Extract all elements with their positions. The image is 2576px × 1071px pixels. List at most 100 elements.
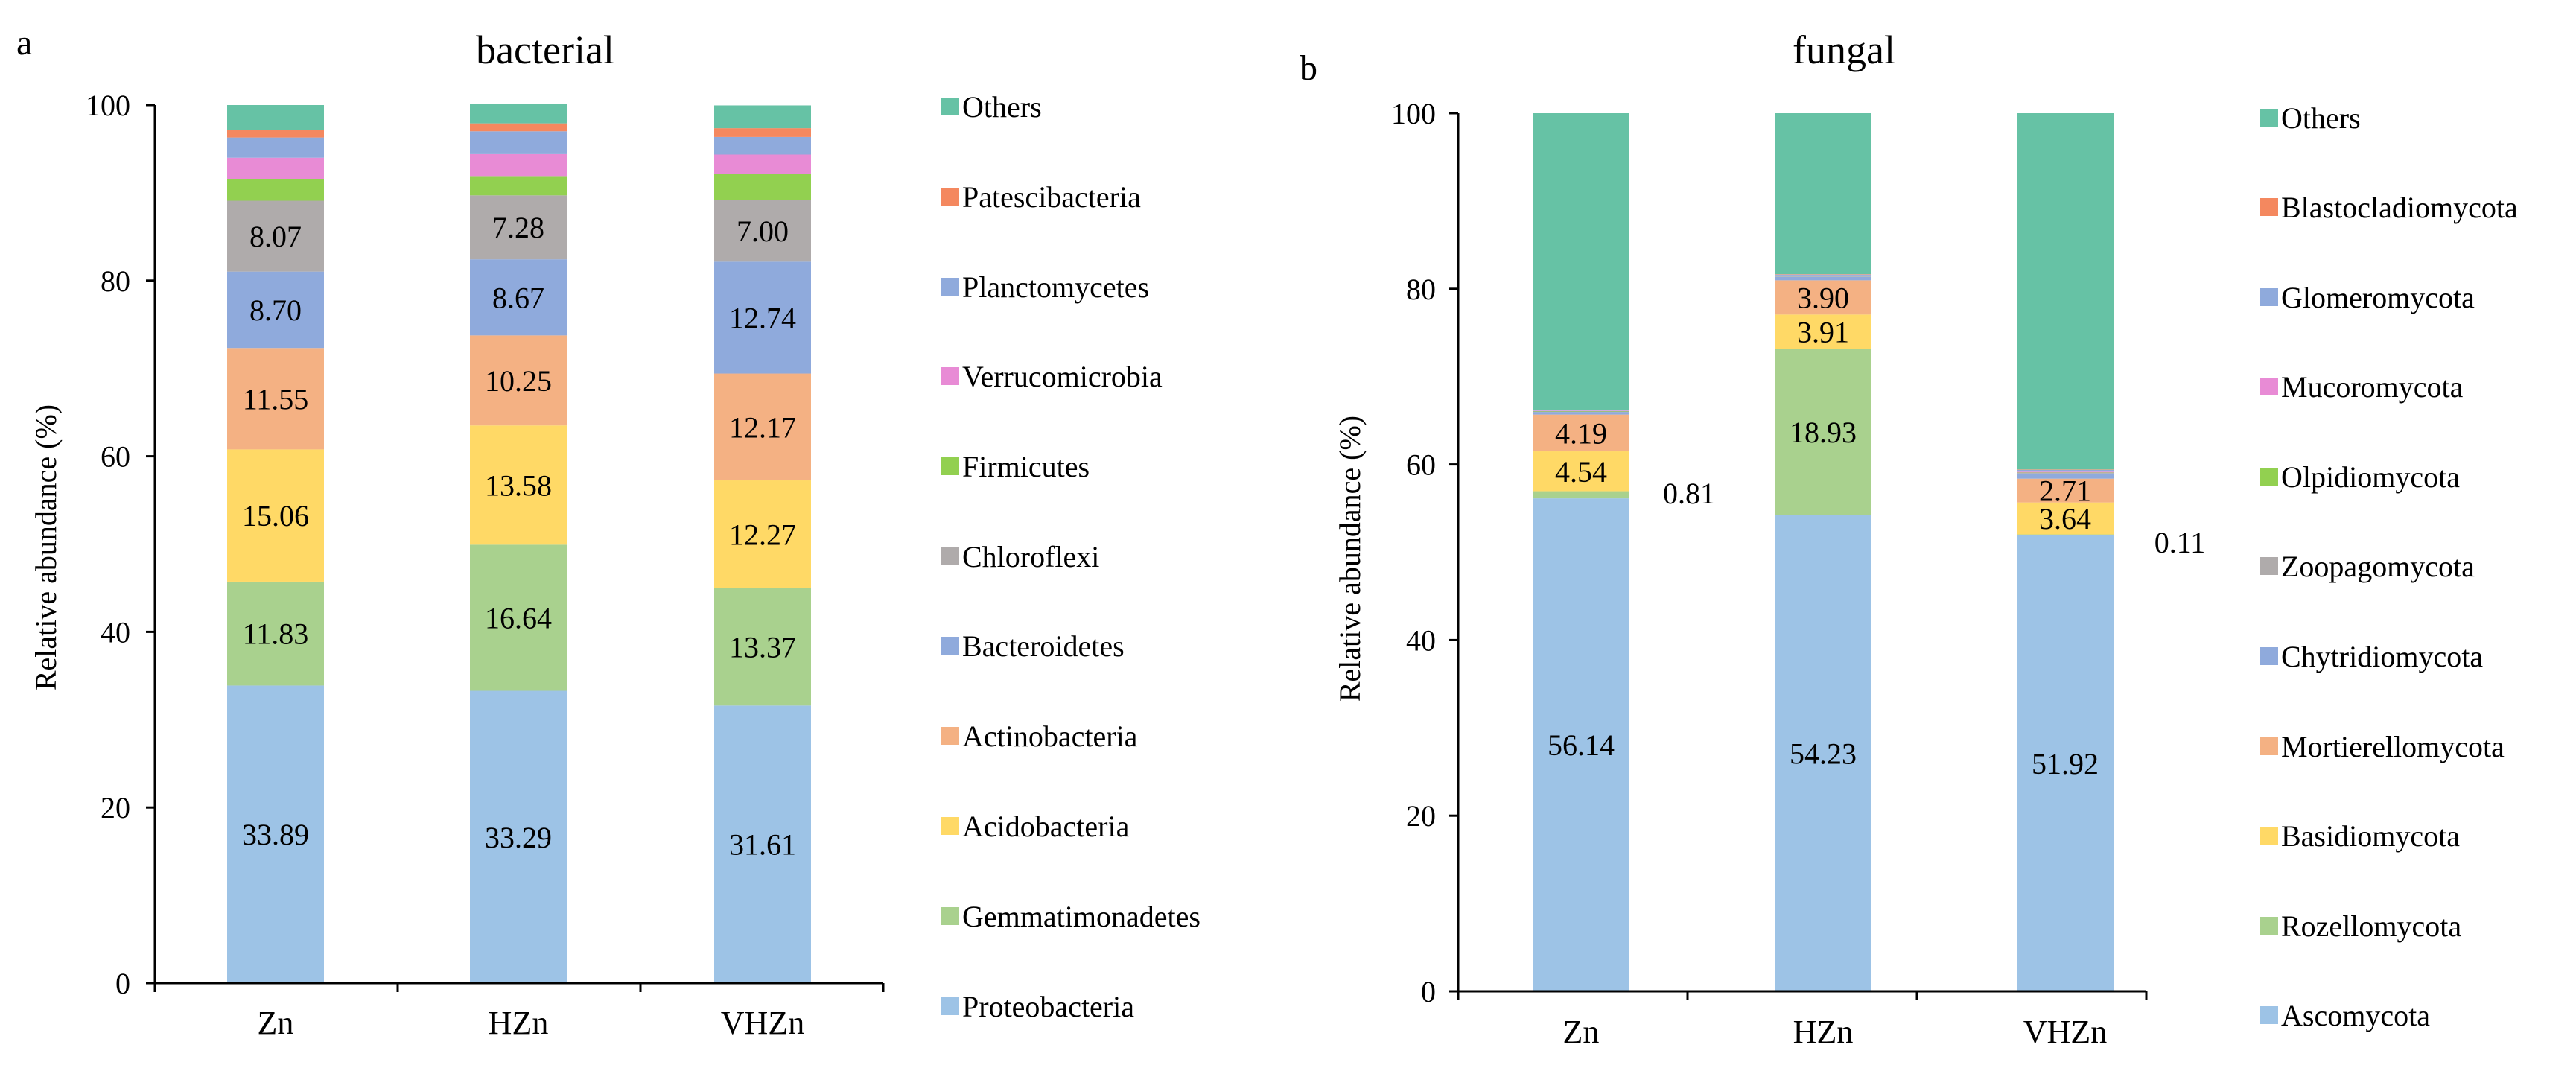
bar-segment-patescibacteria-hzn (470, 123, 567, 132)
bar-segment-olpidiomycota-vhzn (2017, 472, 2114, 474)
bar-segment-acidobacteria-zn (227, 449, 324, 582)
data-label: 3.90 (1797, 281, 1849, 314)
legend-swatch (941, 637, 959, 655)
legend-entry: Others (962, 90, 1042, 124)
bar-segment-gemmatimonadetes-hzn (470, 544, 567, 691)
bar-segment-rozellomycota-zn (1533, 491, 1629, 499)
bar-segment-ascomycota-zn (1533, 498, 1629, 991)
legend-swatch (2260, 378, 2278, 395)
legend-swatch (2260, 647, 2278, 665)
bar-segment-firmicutes-zn (227, 179, 324, 201)
legend-entry: Mortierellomycota (2281, 730, 2505, 763)
legend-swatch (2260, 917, 2278, 935)
legend-entry: Glomeromycota (2281, 281, 2475, 314)
bar-segment-planctomycetes-zn (227, 137, 324, 158)
legend-entry: Proteobacteria (962, 990, 1134, 1023)
y-axis-label: Relative abundance (%) (1333, 416, 1367, 702)
legend-entry: Rozellomycota (2281, 909, 2461, 943)
bar-segment-others-vhzn (714, 105, 811, 129)
x-tick-label: Zn (1563, 1014, 1600, 1050)
data-label: 33.89 (242, 818, 309, 851)
bar-segment-acidobacteria-hzn (470, 425, 567, 545)
legend-entry: Others (2281, 101, 2361, 135)
bar-segment-basidiomycota-hzn (1775, 314, 1871, 349)
bar-segment-zoopagomycota-vhzn (2017, 473, 2114, 474)
y-axis-label: Relative abundance (%) (29, 404, 63, 690)
bar-segment-gemmatimonadetes-vhzn (714, 588, 811, 706)
data-label: 4.19 (1555, 416, 1607, 450)
legend-entry: Gemmatimonadetes (962, 900, 1200, 933)
data-label: 13.58 (485, 468, 552, 502)
bar-segment-rozellomycota-vhzn (2017, 534, 2114, 536)
data-label: 18.93 (1790, 416, 1857, 449)
data-label: 13.37 (729, 631, 796, 664)
y-tick-label: 80 (1406, 273, 1436, 306)
bar-segment-basidiomycota-vhzn (2017, 502, 2114, 535)
bar-segment-chytridiomycota-vhzn (2017, 473, 2114, 479)
legend-swatch (941, 997, 959, 1015)
legend-swatch (2260, 468, 2278, 486)
bar-segment-proteobacteria-hzn (470, 690, 567, 983)
y-tick-label: 0 (115, 967, 130, 1000)
legend-swatch (941, 547, 959, 565)
y-tick-label: 20 (101, 791, 130, 824)
x-tick-label: Zn (258, 1005, 294, 1041)
data-label: 56.14 (1548, 728, 1615, 762)
legend-swatch (941, 98, 959, 115)
legend-entry: Patescibacteria (962, 180, 1141, 214)
bar-segment-proteobacteria-vhzn (714, 705, 811, 983)
bar-segment-patescibacteria-vhzn (714, 128, 811, 137)
bar-segment-chloroflexi-vhzn (714, 200, 811, 262)
bar-segment-zoopagomycota-zn (1533, 411, 1629, 413)
panel-letter-b: b (1300, 48, 1317, 88)
bar-segment-olpidiomycota-zn (1533, 410, 1629, 412)
y-tick-label: 100 (86, 89, 130, 122)
y-tick-label: 100 (1391, 97, 1436, 130)
bar-segment-proteobacteria-zn (227, 685, 324, 983)
data-label: 33.29 (485, 821, 552, 854)
legend-swatch (941, 457, 959, 475)
panel-letter-a: a (16, 23, 33, 63)
legend-swatch (2260, 109, 2278, 127)
data-label: 12.74 (729, 301, 796, 334)
data-label: 4.54 (1555, 455, 1607, 489)
bar-segment-acidobacteria-vhzn (714, 480, 811, 588)
chart-title: fungal (1793, 28, 1895, 72)
data-label: 12.27 (729, 518, 796, 551)
bar-segment-others-zn (1533, 113, 1629, 410)
legend-entry: Bacteroidetes (962, 629, 1125, 663)
legend-entry: Ascomycota (2281, 999, 2430, 1032)
bar-segment-actinobacteria-zn (227, 348, 324, 450)
data-label: 8.67 (492, 281, 544, 314)
legend-entry: Basidiomycota (2281, 819, 2460, 853)
data-label: 54.23 (1790, 737, 1857, 770)
legend-entry: Zoopagomycota (2281, 550, 2475, 583)
data-label: 3.91 (1797, 315, 1849, 349)
legend-entry: Firmicutes (962, 450, 1090, 483)
data-label: 7.00 (737, 214, 789, 248)
outside-data-label: 0.81 (1663, 477, 1715, 510)
data-label: 11.83 (243, 617, 309, 651)
bar-segment-glomeromycota-vhzn (2017, 469, 2114, 472)
bar-segment-glomeromycota-hzn (1775, 274, 1871, 276)
data-label: 12.17 (729, 410, 796, 444)
x-tick-label: VHZn (721, 1005, 804, 1041)
legend-entry: Blastocladiomycota (2281, 191, 2518, 224)
data-label: 8.70 (249, 293, 302, 327)
bar-segment-zoopagomycota-hzn (1775, 276, 1871, 277)
bar-segment-planctomycetes-hzn (470, 131, 567, 154)
bar-segment-glomeromycota-zn (1533, 410, 1629, 411)
data-label: 51.92 (2032, 747, 2099, 781)
x-tick-label: VHZn (2023, 1014, 2107, 1050)
data-label: 7.28 (492, 211, 544, 244)
legend-swatch (941, 367, 959, 385)
bar-segment-others-zn (227, 105, 324, 130)
bar-segment-actinobacteria-vhzn (714, 373, 811, 481)
bar-segment-mortierellomycota-hzn (1775, 280, 1871, 315)
bar-segment-mucoromycota-zn (1533, 410, 1629, 411)
bar-segment-mortierellomycota-zn (1533, 414, 1629, 452)
legend-entry: Olpidiomycota (2281, 460, 2460, 494)
bar-segment-bacteroidetes-vhzn (714, 261, 811, 374)
